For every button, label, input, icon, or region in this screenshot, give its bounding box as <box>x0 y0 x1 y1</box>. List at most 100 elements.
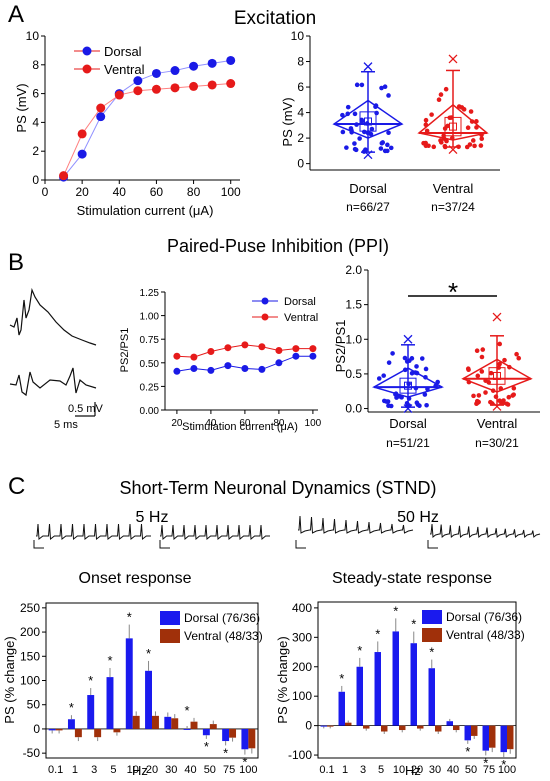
data-point <box>357 136 362 141</box>
bar-dorsal <box>125 638 133 729</box>
data-point <box>480 347 486 352</box>
data-point <box>507 364 512 370</box>
data-point <box>497 341 503 347</box>
data-point <box>365 130 371 136</box>
y-tick-label: 1.00 <box>140 312 160 323</box>
x-tick-label: 60 <box>150 185 164 199</box>
data-point <box>385 399 391 404</box>
data-point <box>258 365 266 373</box>
data-point <box>207 58 217 68</box>
y-tick-label: 0.25 <box>140 382 160 393</box>
panel-letter-a: A <box>8 1 24 28</box>
data-point <box>404 359 410 364</box>
data-point <box>423 374 428 380</box>
data-point <box>344 145 349 150</box>
data-point <box>292 345 300 353</box>
data-point <box>364 121 370 126</box>
significance-marker: * <box>127 610 132 625</box>
x-tick-label: 100 <box>221 185 241 199</box>
x-tick-label: 3 <box>360 764 366 776</box>
data-point <box>385 142 390 148</box>
legend: Dorsal Ventral <box>74 44 145 77</box>
data-point <box>114 90 124 100</box>
panel-a-title: Excitation <box>234 8 316 29</box>
data-point <box>190 364 198 372</box>
data-point <box>173 367 181 375</box>
data-point <box>474 348 480 354</box>
data-point <box>258 343 266 351</box>
bar-dorsal <box>428 668 435 726</box>
data-point <box>404 401 410 406</box>
data-point <box>402 355 408 361</box>
data-point <box>170 66 180 76</box>
bar-ventral <box>471 725 478 736</box>
bar-dorsal <box>241 728 249 750</box>
bar-ventral <box>248 728 256 749</box>
x-tick-label: 100 <box>498 764 516 776</box>
y-tick-label: 2 <box>32 144 39 158</box>
bar-ventral <box>507 725 514 750</box>
data-point <box>414 364 419 369</box>
data-point <box>96 112 106 122</box>
plot-frame <box>45 36 240 180</box>
panel-b-title: Paired-Puse Inhibition (PPI) <box>167 236 389 256</box>
data-point <box>483 390 488 395</box>
data-point <box>497 361 502 367</box>
legend-label-dorsal: Dorsal <box>284 296 316 308</box>
y-tick-label: -50 <box>23 746 41 760</box>
data-point <box>488 370 494 376</box>
data-point <box>352 111 358 117</box>
stnd-example-traces <box>33 515 541 549</box>
bar-dorsal <box>202 728 210 736</box>
bar-ventral <box>74 728 82 738</box>
bar-dorsal <box>87 695 95 729</box>
y-axis-label: PS (mV) <box>14 83 29 132</box>
bar-ventral <box>132 715 140 729</box>
data-point <box>426 143 431 149</box>
data-point <box>431 144 437 150</box>
y-axis-label: PS2/PS1 <box>119 328 131 373</box>
n-label-ventral: n=37/24 <box>431 200 475 214</box>
x-tick-label: 20 <box>75 185 89 199</box>
y-tick-label: 0.0 <box>345 402 362 416</box>
data-point <box>241 364 249 372</box>
significance-marker: * <box>242 755 247 770</box>
data-point <box>442 126 448 131</box>
data-point <box>226 55 236 65</box>
y-tick-label: 0.00 <box>140 406 160 417</box>
x-tick-label: 30 <box>165 764 177 776</box>
x-tick-label: 50 <box>204 764 216 776</box>
bar-ventral <box>381 725 388 732</box>
data-point <box>386 403 391 409</box>
bar-dorsal <box>164 716 172 729</box>
ppi-line-chart: PS2/PS1 Stimulation current (μA) 0.00 0.2… <box>119 288 322 433</box>
excitation-violin-chart: PS (mV) Dorsal Ventral n=66/27 n=37/24 0… <box>280 29 500 214</box>
data-point <box>424 402 429 408</box>
data-point <box>413 385 419 391</box>
bar-ventral <box>363 725 370 729</box>
data-point <box>435 379 440 385</box>
group-label-ventral: Ventral <box>433 181 474 196</box>
data-point <box>77 149 87 159</box>
y-tick-label: 2 <box>297 131 304 145</box>
legend-swatch-dorsal <box>422 610 442 624</box>
data-point <box>309 352 317 360</box>
data-point <box>170 83 180 93</box>
data-point <box>385 148 390 154</box>
y-tick-label: 4 <box>32 115 39 129</box>
data-point <box>414 370 420 376</box>
data-point <box>275 347 283 355</box>
data-point <box>133 86 143 96</box>
bar-dorsal <box>374 652 381 726</box>
significance-marker: * <box>88 673 93 688</box>
significance-marker: * <box>448 277 458 307</box>
data-point <box>352 146 358 152</box>
significance-marker: * <box>339 671 344 686</box>
bar-dorsal <box>67 719 75 729</box>
data-point <box>361 149 367 154</box>
bar-dorsal <box>183 728 191 730</box>
legend-label-dorsal: Dorsal (76/36) <box>446 610 522 624</box>
bar-ventral <box>327 725 334 727</box>
data-point <box>190 353 198 361</box>
data-point <box>479 369 485 374</box>
